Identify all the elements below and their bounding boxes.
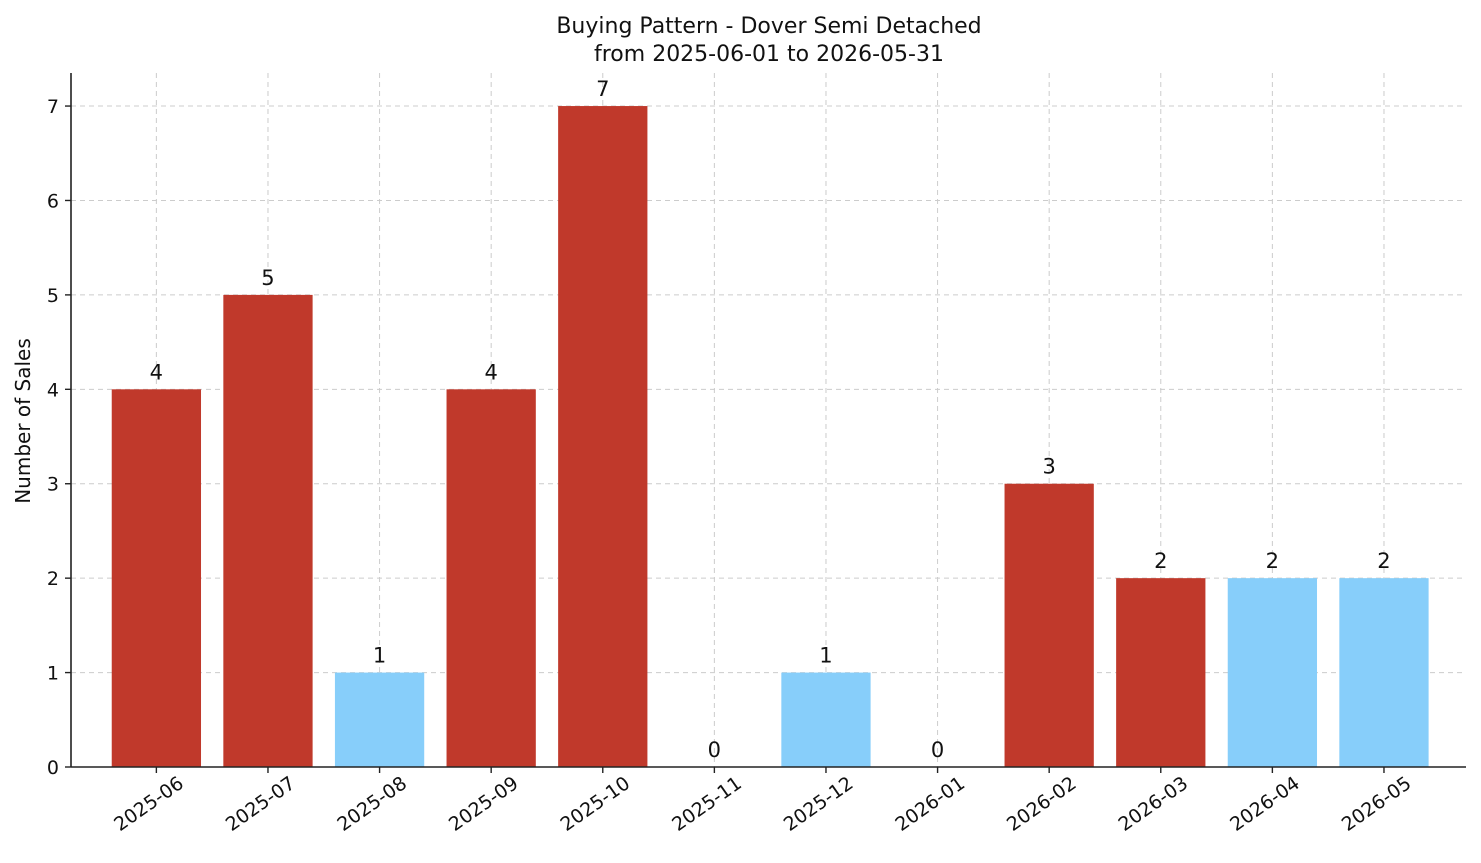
bar-2026-03	[1116, 578, 1206, 767]
bar-2026-04	[1227, 578, 1318, 767]
data-label-2026-05: 2	[1377, 549, 1390, 573]
data-label-2026-03: 2	[1154, 549, 1167, 573]
x-tick-label: 2026-04	[1226, 772, 1304, 836]
bar-2025-10	[558, 106, 648, 768]
bar-2025-07	[223, 294, 313, 767]
data-label-2026-01: 0	[931, 738, 944, 762]
data-label-2026-02: 3	[1042, 455, 1055, 479]
data-label-2025-06: 4	[150, 360, 163, 384]
y-tick-label: 1	[47, 663, 59, 685]
y-axis-label: Number of Sales	[11, 338, 35, 504]
bar-2025-09	[446, 389, 536, 767]
x-tick-label: 2025-07	[222, 772, 300, 836]
x-tick-label: 2026-02	[1003, 772, 1081, 836]
bar-2026-02	[1004, 483, 1094, 767]
y-tick-label: 2	[47, 568, 59, 590]
x-tick-label: 2025-10	[557, 772, 635, 836]
x-tick-label: 2026-01	[891, 772, 969, 836]
y-tick-label: 5	[47, 285, 59, 307]
x-tick-label: 2025-06	[110, 772, 188, 836]
y-tick-label: 0	[47, 757, 59, 779]
x-tick-label: 2026-05	[1338, 772, 1416, 836]
y-tick-label: 4	[47, 379, 59, 401]
bar-2025-06	[111, 389, 202, 767]
data-label-2025-07: 5	[261, 266, 274, 290]
bar-layer	[111, 106, 1429, 768]
data-label-2025-12: 1	[819, 644, 832, 668]
bar-2025-12	[781, 672, 871, 767]
data-label-2026-04: 2	[1266, 549, 1279, 573]
chart-title: Buying Pattern - Dover Semi Detached	[556, 14, 981, 39]
y-tick-label: 7	[47, 96, 59, 118]
x-tick-label: 2025-11	[668, 772, 746, 836]
x-tick-label: 2025-09	[445, 772, 523, 836]
data-label-2025-10: 7	[596, 77, 609, 101]
y-tick-label: 3	[47, 474, 59, 496]
data-label-2025-09: 4	[484, 360, 497, 384]
bar-2025-08	[334, 672, 425, 767]
data-label-2025-11: 0	[708, 738, 721, 762]
x-tick-label: 2025-12	[780, 772, 858, 836]
data-label-2025-08: 1	[373, 644, 386, 668]
y-tick-label: 6	[47, 190, 59, 212]
chart-subtitle: from 2025-06-01 to 2026-05-31	[594, 42, 944, 67]
x-tick-label: 2026-03	[1115, 772, 1193, 836]
x-tick-label: 2025-08	[333, 772, 411, 836]
bar-2026-05	[1339, 578, 1429, 767]
